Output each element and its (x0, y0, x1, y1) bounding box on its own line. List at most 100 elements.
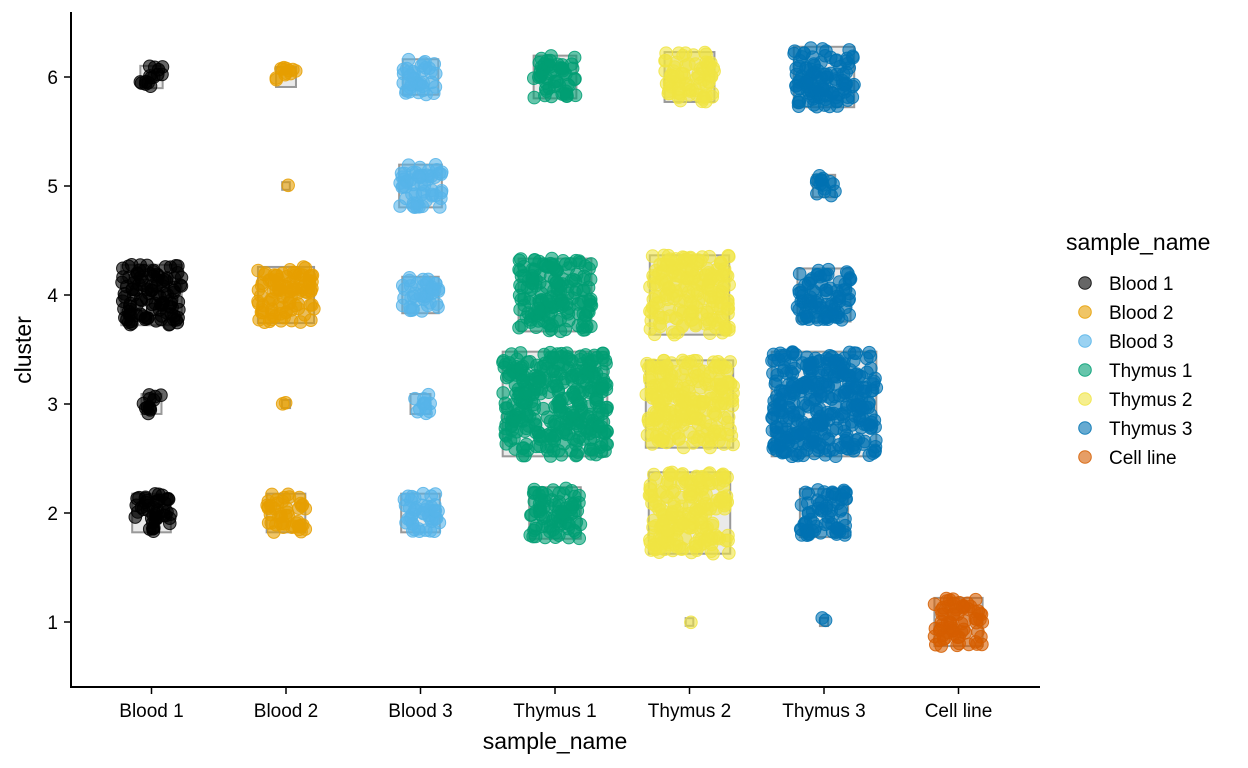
data-point (502, 369, 516, 383)
data-point (586, 442, 600, 457)
data-point (643, 304, 657, 319)
legend-key (1078, 334, 1092, 348)
data-point (576, 374, 590, 389)
data-point (820, 312, 835, 327)
data-point (559, 84, 573, 99)
data-point (699, 487, 713, 502)
data-point (674, 468, 688, 482)
data-point (832, 438, 846, 452)
data-point (716, 480, 731, 494)
legend-key (1078, 450, 1092, 464)
legend-label: Blood 3 (1109, 332, 1173, 353)
data-point (538, 82, 553, 96)
data-point (835, 365, 850, 380)
data-point (843, 272, 858, 286)
data-point (956, 599, 971, 613)
data-point (581, 409, 595, 424)
data-point (674, 66, 689, 81)
data-point (132, 263, 147, 278)
data-point (293, 496, 308, 511)
data-point (677, 355, 692, 370)
data-point (694, 516, 709, 530)
data-point (532, 375, 546, 389)
data-point (422, 61, 437, 76)
data-point (269, 71, 284, 85)
data-point (294, 524, 308, 539)
data-point (416, 272, 430, 287)
data-point (566, 385, 581, 400)
data-point (807, 434, 822, 449)
data-point (830, 67, 844, 82)
data-point (800, 375, 814, 389)
data-point (647, 467, 661, 482)
data-point (676, 381, 691, 395)
data-point (138, 312, 153, 327)
data-point (513, 302, 527, 317)
data-point (846, 444, 861, 458)
legend-label: Thymus 2 (1109, 390, 1192, 411)
data-point (975, 615, 990, 629)
data-point (810, 300, 825, 315)
data-point (934, 614, 949, 629)
y-tick-label: 2 (47, 504, 58, 525)
data-point (570, 445, 585, 459)
data-point (567, 50, 582, 65)
data-point (688, 536, 703, 551)
data-point (821, 379, 836, 393)
data-point (718, 396, 732, 411)
data-point (152, 302, 167, 317)
data-point (542, 294, 556, 309)
data-point (261, 516, 276, 530)
y-ticks: 1 2 3 4 5 6 (47, 68, 71, 634)
legend-key (1078, 363, 1092, 377)
data-point (670, 311, 684, 326)
data-point (824, 188, 839, 203)
data-point (514, 360, 528, 375)
data-point (138, 495, 153, 510)
data-point (683, 490, 698, 504)
data-point (704, 544, 719, 558)
data-point (549, 275, 564, 289)
data-point (273, 507, 288, 521)
data-point (272, 297, 286, 311)
data-point (556, 423, 571, 437)
data-point (690, 433, 705, 447)
data-point (684, 615, 698, 630)
data-point (657, 392, 672, 406)
data-point (545, 258, 560, 273)
data-point (704, 283, 718, 298)
data-point (701, 473, 716, 488)
data-point (559, 257, 573, 271)
data-point (797, 517, 811, 531)
data-point (405, 303, 420, 317)
data-point (555, 61, 569, 75)
data-point (404, 77, 418, 92)
x-axis-title: sample_name (483, 728, 627, 754)
y-tick-label: 4 (47, 286, 58, 307)
data-point (773, 439, 788, 453)
data-point (264, 272, 278, 287)
data-point (573, 255, 587, 270)
data-point (672, 81, 686, 96)
data-point (722, 277, 736, 292)
data-point (698, 415, 713, 429)
data-point (543, 318, 557, 333)
data-point (699, 79, 714, 94)
data-point (518, 448, 532, 463)
data-point (773, 398, 788, 413)
data-point (543, 66, 557, 81)
data-point (848, 409, 862, 423)
data-point (283, 262, 297, 277)
data-point (584, 298, 599, 313)
data-point (864, 420, 879, 434)
data-point (723, 422, 737, 437)
data-point (261, 494, 276, 509)
data-point (929, 637, 943, 652)
data-point (682, 307, 697, 321)
data-point (657, 406, 671, 421)
data-point (769, 425, 784, 439)
data-point (813, 496, 827, 511)
data-point (562, 517, 576, 532)
data-point (958, 614, 972, 629)
x-tick-label: Thymus 3 (782, 701, 865, 722)
